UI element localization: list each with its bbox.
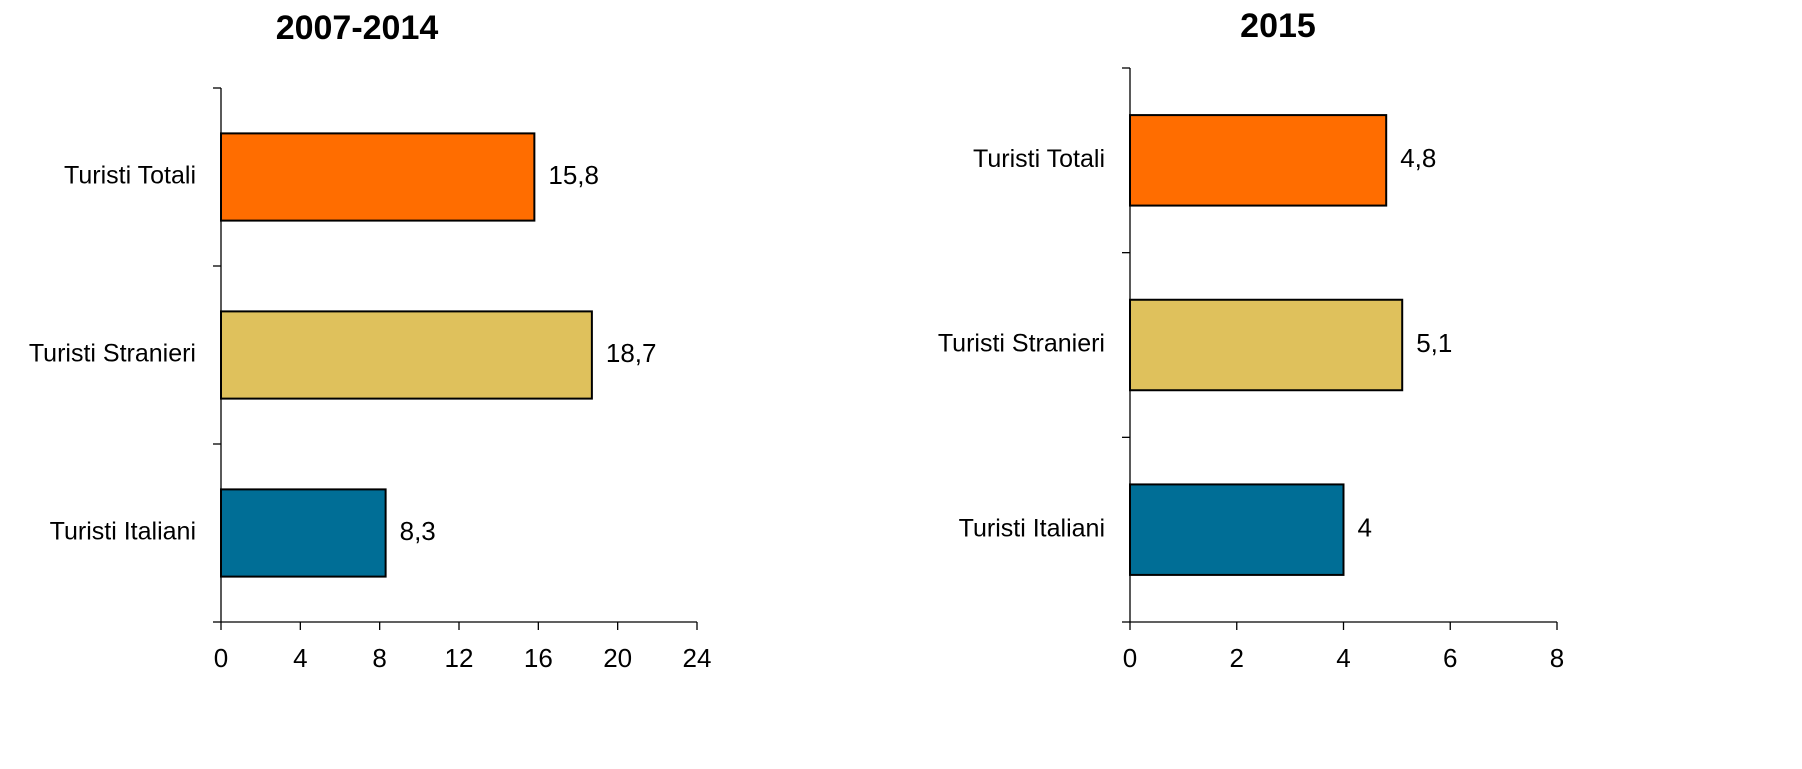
value-label: 8,3 [400,516,436,546]
x-tick-label: 2 [1230,643,1244,673]
bar [1129,483,1345,576]
x-tick-label: 16 [524,643,553,673]
x-tick-label: 0 [1123,643,1137,673]
bar [1129,298,1404,392]
chart-title: 2015 [1240,7,1316,45]
x-tick-label: 20 [603,643,632,673]
x-tick-label: 12 [445,643,474,673]
x-tick-label: 4 [1336,643,1350,673]
bar [1129,114,1388,207]
x-tick-label: 6 [1443,643,1457,673]
chart-title: 2007-2014 [276,9,439,47]
category-label: Turisti Italiani [959,514,1105,542]
x-tick-label: 8 [372,643,386,673]
value-label: 18,7 [606,338,657,368]
x-tick-label: 24 [683,643,712,673]
x-tick-label: 4 [293,643,307,673]
value-label: 5,1 [1416,328,1452,358]
x-tick-label: 8 [1550,643,1564,673]
value-label: 15,8 [548,160,599,190]
category-label: Turisti Stranieri [29,340,196,368]
category-label: Turisti Stranieri [938,330,1105,358]
bar [220,310,593,400]
bar [220,132,536,222]
value-label: 4,8 [1400,143,1436,173]
category-label: Turisti Italiani [50,518,196,546]
category-label: Turisti Totali [973,145,1105,173]
category-label: Turisti Totali [64,162,196,190]
x-tick-label: 0 [214,643,228,673]
value-label: 4 [1358,513,1372,543]
bar [220,488,387,578]
